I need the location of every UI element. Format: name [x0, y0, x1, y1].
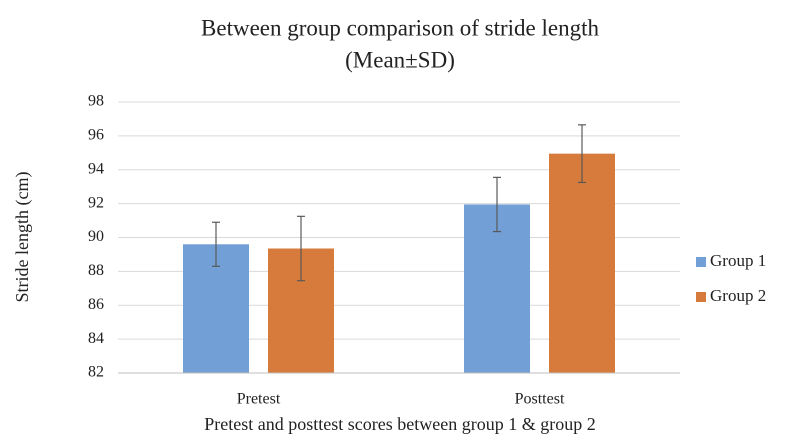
legend-swatch [696, 292, 706, 302]
legend-label: Group 2 [710, 286, 766, 305]
y-axis-label: Stride length (cm) [12, 172, 33, 303]
error-bar [212, 221, 220, 267]
y-tick-label: 84 [88, 330, 104, 347]
chart-subtitle: (Mean±SD) [345, 47, 455, 72]
y-tick-label: 82 [88, 364, 104, 381]
y-tick-label: 98 [88, 93, 104, 110]
legend-swatch [696, 257, 706, 267]
y-tick-label: 96 [88, 127, 104, 144]
legend-label: Group 1 [710, 251, 766, 270]
x-tick-label: Posttest [515, 391, 565, 408]
error-bar [493, 176, 501, 233]
error-bar [578, 124, 586, 184]
y-tick-label: 94 [88, 160, 104, 177]
bar [549, 153, 615, 373]
y-tick-label: 88 [88, 262, 104, 279]
x-axis-label: Pretest and posttest scores between grou… [204, 414, 595, 434]
y-tick-label: 90 [88, 228, 104, 245]
chart-title: Between group comparison of stride lengt… [201, 15, 599, 40]
y-tick-label: 92 [88, 194, 104, 211]
error-bar [297, 215, 305, 282]
y-tick-label: 86 [88, 296, 104, 313]
bar [464, 204, 530, 373]
x-tick-label: Pretest [237, 391, 281, 408]
